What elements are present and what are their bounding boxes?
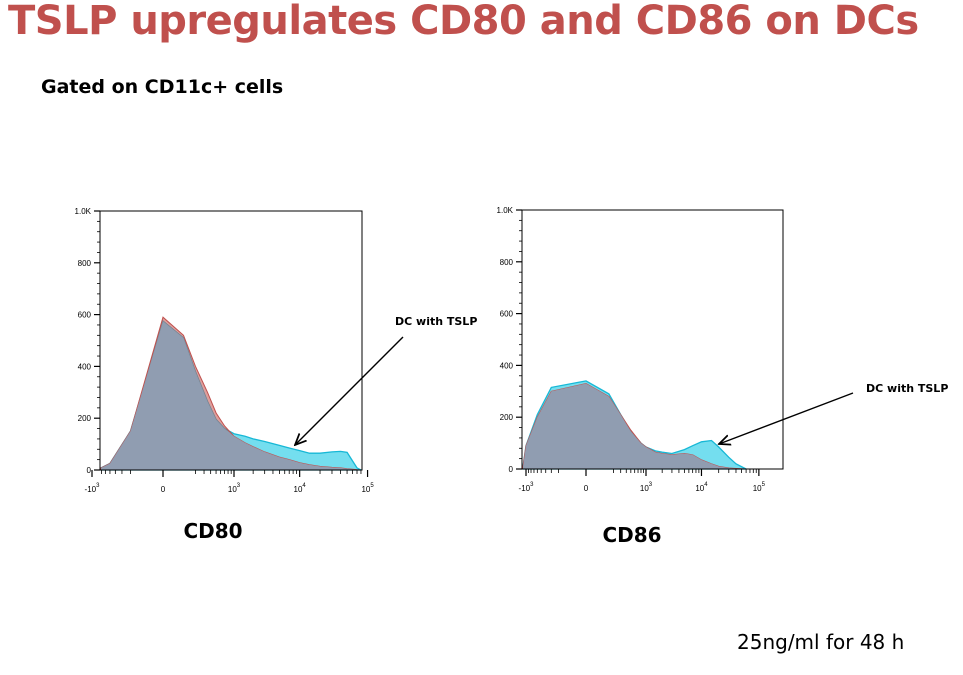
cd80-histogram: 0 200 400 600 800 1.0K -103 0 103 104 105 CD80 DC wi… xyxy=(75,207,478,543)
y-tick-label: 400 xyxy=(78,362,92,371)
x-axis-label: CD86 xyxy=(602,523,661,547)
x-tick-label: 104 xyxy=(695,482,708,493)
x-tick-label: 105 xyxy=(361,483,374,494)
x-tick-label: 0 xyxy=(584,484,589,493)
y-tick-label: 400 xyxy=(500,361,514,370)
page-title: TSLP upregulates CD80 and CD86 on DCs xyxy=(8,0,919,44)
x-tick-label: -103 xyxy=(85,483,101,494)
x-tick-label: 105 xyxy=(753,482,766,493)
x-tick-label: 103 xyxy=(640,482,653,493)
overlap-histogram-area xyxy=(101,321,361,470)
x-tick-label: 103 xyxy=(228,483,241,494)
y-tick-label: 600 xyxy=(78,311,92,320)
x-tick-label: -103 xyxy=(519,482,535,493)
overlap-histogram-area xyxy=(523,383,747,469)
y-tick-label: 0 xyxy=(509,465,514,474)
annotation-label: DC with TSLP xyxy=(395,315,477,328)
cd86-histogram: 0 200 400 600 800 1.0K -103 0 103 104 105 CD86 DC wi… xyxy=(497,206,949,547)
annotation-label: DC with TSLP xyxy=(866,382,948,395)
treatment-footnote: 25ng/ml for 48 h xyxy=(737,630,905,654)
y-tick-label: 200 xyxy=(78,414,92,423)
y-tick-label: 800 xyxy=(78,259,92,268)
annotation-arrow xyxy=(719,392,854,444)
x-axis-label: CD80 xyxy=(183,519,242,543)
y-tick-label: 600 xyxy=(500,310,514,319)
gating-subtitle: Gated on CD11c+ cells xyxy=(41,76,284,98)
y-tick-label: 1.0K xyxy=(75,207,92,216)
annotation-arrow xyxy=(295,336,404,445)
x-tick-label: 104 xyxy=(294,483,307,494)
plot-frame xyxy=(521,209,784,470)
y-tick-label: 200 xyxy=(500,413,514,422)
y-tick-label: 800 xyxy=(500,258,514,267)
y-tick-label: 0 xyxy=(87,466,92,475)
x-tick-label: 0 xyxy=(161,485,166,494)
y-tick-label: 1.0K xyxy=(497,206,514,215)
